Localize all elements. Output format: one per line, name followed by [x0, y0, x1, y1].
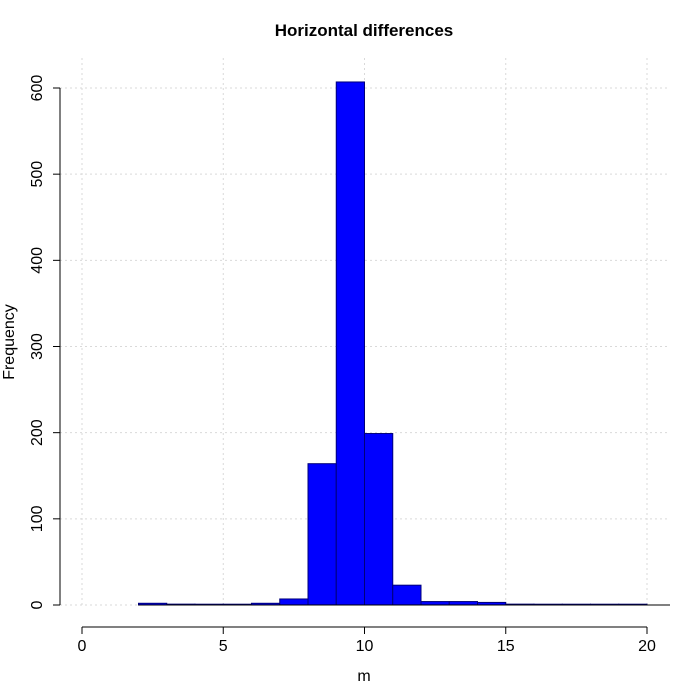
- bars: [138, 81, 648, 606]
- y-axis-label: Frequency: [1, 304, 18, 380]
- y-tick-label-300: 300: [29, 333, 46, 360]
- x-tick-label-10: 10: [356, 638, 374, 655]
- x-tick-label-0: 0: [78, 638, 87, 655]
- y-tick-label-100: 100: [29, 505, 46, 532]
- histogram-bar-10: [420, 601, 450, 606]
- histogram-bar-5: [279, 598, 309, 606]
- y-tick-label-0: 0: [29, 600, 46, 609]
- histogram-bar-6: [307, 463, 337, 606]
- histogram-bar-11: [448, 601, 478, 606]
- x-tick-label-15: 15: [497, 638, 515, 655]
- y-tick-label-200: 200: [29, 419, 46, 446]
- x-axis-label: m: [357, 668, 370, 685]
- x-tick-label-20: 20: [638, 638, 656, 655]
- chart-title: Horizontal differences: [275, 21, 454, 40]
- y-tick-label-500: 500: [29, 161, 46, 188]
- histogram-bar-8: [364, 433, 394, 606]
- histogram-bar-9: [392, 584, 422, 606]
- y-tick-label-400: 400: [29, 247, 46, 274]
- x-tick-label-5: 5: [219, 638, 228, 655]
- y-tick-label-600: 600: [29, 75, 46, 102]
- histogram-bar-7: [335, 81, 365, 606]
